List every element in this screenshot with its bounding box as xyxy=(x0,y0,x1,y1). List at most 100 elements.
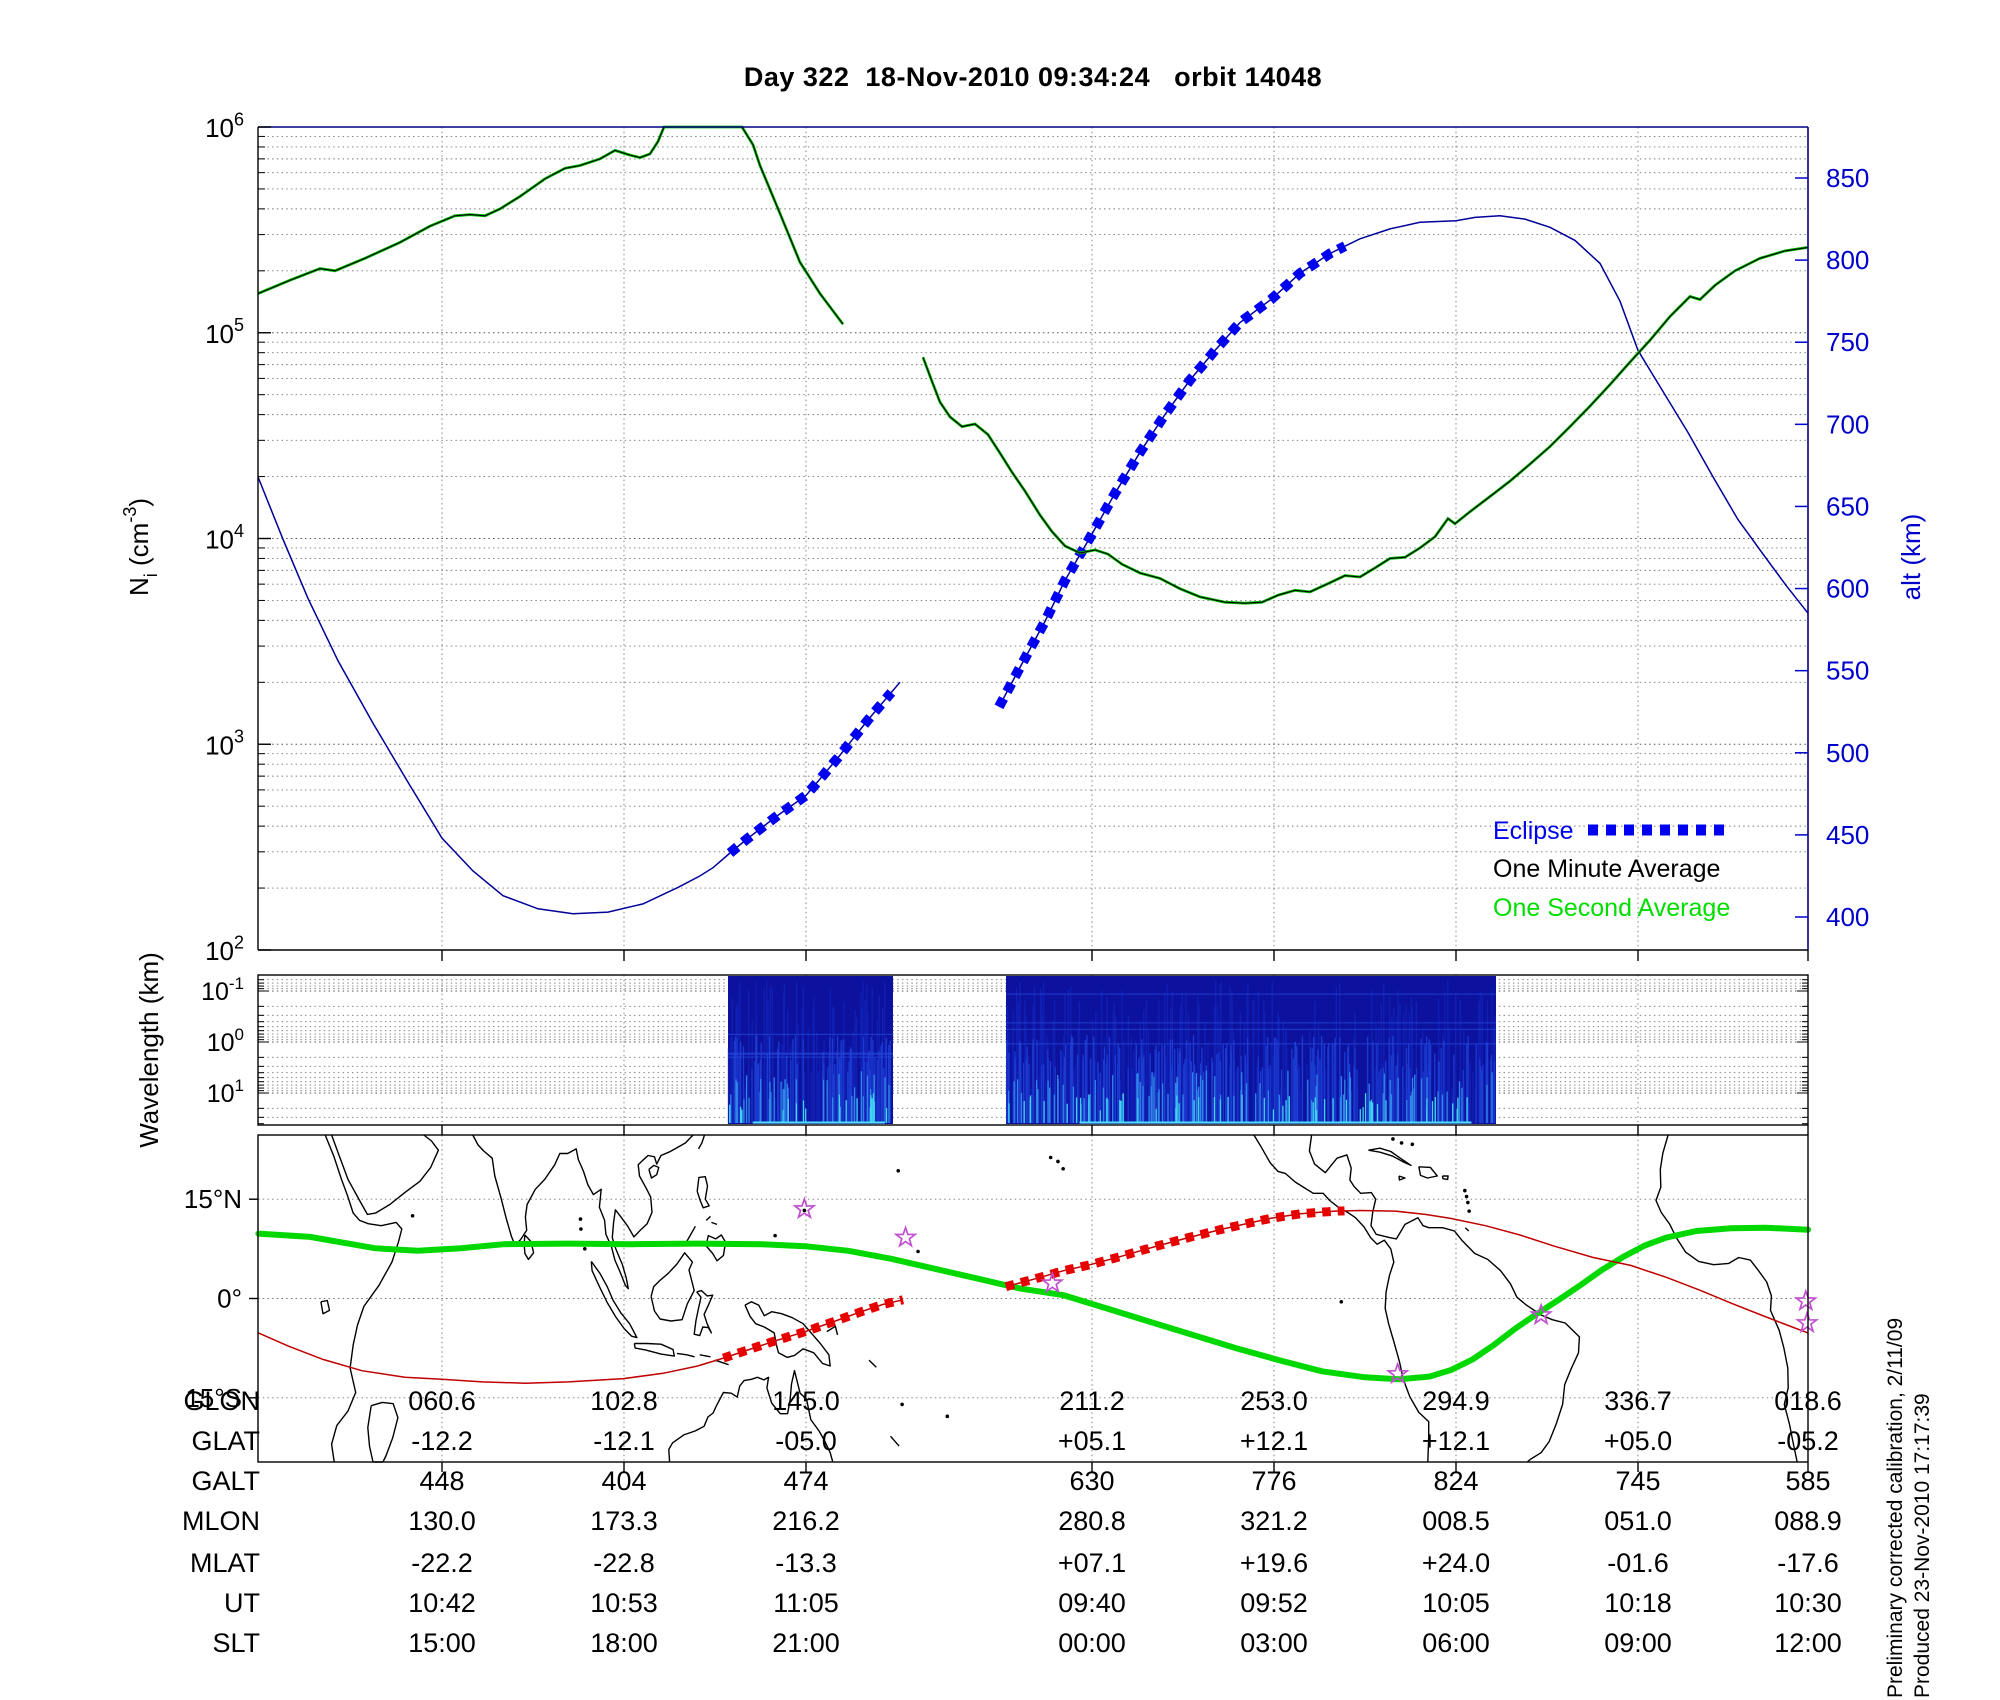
coastline xyxy=(590,1260,638,1339)
table-cell: 280.8 xyxy=(1058,1506,1126,1536)
table-cell: +19.6 xyxy=(1239,1548,1309,1578)
table-cell: 008.5 xyxy=(1422,1506,1490,1536)
table-row-label-GLAT: GLAT xyxy=(191,1426,260,1456)
station-star xyxy=(792,1196,817,1220)
table-cell: -13.3 xyxy=(775,1548,837,1578)
island-dot xyxy=(916,1249,920,1254)
table-cell: 051.0 xyxy=(1604,1506,1672,1536)
coastline xyxy=(826,1325,839,1336)
island-dot xyxy=(1464,1194,1469,1199)
altitude-curve xyxy=(998,215,1809,708)
wavelength-axis-label: Wavelength (km) xyxy=(134,952,164,1148)
island-dot xyxy=(896,1168,901,1173)
axis-tick-label: 103 xyxy=(205,727,244,761)
coastline xyxy=(676,1352,695,1358)
legend-one-minute: One Minute Average xyxy=(1493,855,1720,883)
table-cell: -17.6 xyxy=(1777,1548,1839,1578)
island-dot xyxy=(1391,1137,1395,1141)
island-dot xyxy=(1048,1155,1053,1160)
table-cell: 321.2 xyxy=(1240,1506,1308,1536)
table-cell: +07.1 xyxy=(1057,1548,1127,1578)
island-dot xyxy=(1339,1300,1344,1304)
coastline xyxy=(699,1354,711,1358)
coastline xyxy=(320,1299,331,1315)
island-dot xyxy=(900,1402,904,1407)
lat-tick-label: 0° xyxy=(217,1284,242,1314)
table-cell: +12.1 xyxy=(1421,1426,1491,1456)
island-dot xyxy=(773,1233,777,1238)
alt-tick-label: 550 xyxy=(1826,656,1869,686)
alt-tick-label: 650 xyxy=(1826,491,1869,521)
coastline xyxy=(1441,1175,1449,1181)
alt-tick-label: 500 xyxy=(1826,738,1869,768)
island-dot xyxy=(578,1217,583,1221)
lat-tick-label: 15°S xyxy=(185,1383,242,1413)
station-star xyxy=(893,1224,918,1248)
density-altitude-panel: Eclipse One Minute Average One Second Aver… xyxy=(120,109,1926,966)
table-cell: 10:53 xyxy=(590,1588,658,1618)
table-row-label-SLT: SLT xyxy=(212,1628,260,1658)
table-cell: -05.0 xyxy=(775,1426,837,1456)
table-row-label-UT: UT xyxy=(224,1588,260,1618)
table-cell: 10:05 xyxy=(1422,1588,1490,1618)
table-cell: 10:30 xyxy=(1774,1588,1842,1618)
island-dot xyxy=(1061,1166,1065,1171)
coastline xyxy=(705,1215,711,1221)
island-dot xyxy=(1466,1200,1470,1205)
coastline xyxy=(633,1342,675,1357)
one-second-average-curve xyxy=(257,125,845,326)
one-second-average-curve xyxy=(921,246,1809,605)
ground-track-map-panel: 15°N 0° 15°S xyxy=(184,1134,1820,1472)
one-minute-average-curve xyxy=(922,246,1809,604)
table-cell: 10:18 xyxy=(1604,1588,1672,1618)
eclipse-marker-segment xyxy=(726,689,896,857)
ground-track-line xyxy=(1005,1209,1809,1334)
island-dot xyxy=(1410,1142,1415,1147)
table-cell: -12.2 xyxy=(411,1426,473,1456)
ground-track-eclipse-segment xyxy=(721,1295,905,1363)
coastline xyxy=(523,1234,535,1261)
coastline xyxy=(744,1301,831,1367)
produced-line-2: Produced 23-Nov-2010 17:17:39 xyxy=(1911,1393,1934,1698)
coastline xyxy=(714,1359,729,1366)
table-cell: 173.3 xyxy=(590,1506,658,1536)
coastline xyxy=(1398,1175,1406,1181)
axis-tick-label: 104 xyxy=(205,521,244,555)
coastline xyxy=(697,1134,706,1150)
table-cell: 216.2 xyxy=(772,1506,840,1536)
coastline xyxy=(711,1221,718,1226)
axis-tick-label: 106 xyxy=(205,109,244,143)
alt-tick-label: 750 xyxy=(1826,327,1869,357)
station-star xyxy=(1529,1302,1554,1326)
legend-one-second: One Second Average xyxy=(1493,894,1730,922)
ni-axis-label: Ni (cm-3) xyxy=(120,498,161,596)
table-cell: 253.0 xyxy=(1240,1386,1308,1416)
table-cell: 18:00 xyxy=(590,1628,658,1658)
magnetic-equator-line xyxy=(255,1224,1811,1383)
coastline xyxy=(650,1252,695,1322)
table-cell: 09:52 xyxy=(1240,1588,1308,1618)
coastline xyxy=(705,1234,727,1262)
table-cell: 474 xyxy=(783,1466,829,1496)
alt-tick-label: 450 xyxy=(1826,820,1869,850)
table-cell: 630 xyxy=(1069,1466,1115,1496)
table-cell: 336.7 xyxy=(1604,1386,1672,1416)
table-cell: 088.9 xyxy=(1774,1506,1842,1536)
coastline xyxy=(1464,1227,1470,1232)
alt-tick-label: 700 xyxy=(1826,409,1869,439)
page-title: Day 322 18-Nov-2010 09:34:24 orbit 14048 xyxy=(743,62,1323,92)
table-cell: 21:00 xyxy=(772,1628,840,1658)
coastline xyxy=(472,1134,694,1290)
produced-note: Preliminary corrected calibration, 2/11/… xyxy=(1882,1318,1936,1698)
coastline xyxy=(648,1164,660,1179)
coastline xyxy=(330,1134,440,1216)
coastline xyxy=(1655,1134,1798,1463)
island-dot xyxy=(802,1208,807,1213)
alt-tick-label: 600 xyxy=(1826,574,1869,604)
table-cell: 824 xyxy=(1433,1466,1479,1496)
eclipse-marker-segment xyxy=(994,241,1348,710)
wavelength-spectrogram-panel: 10-1 100 101 Wavelength (km) xyxy=(134,952,1809,1148)
table-cell: 745 xyxy=(1615,1466,1661,1496)
table-cell: 145.0 xyxy=(772,1386,840,1416)
